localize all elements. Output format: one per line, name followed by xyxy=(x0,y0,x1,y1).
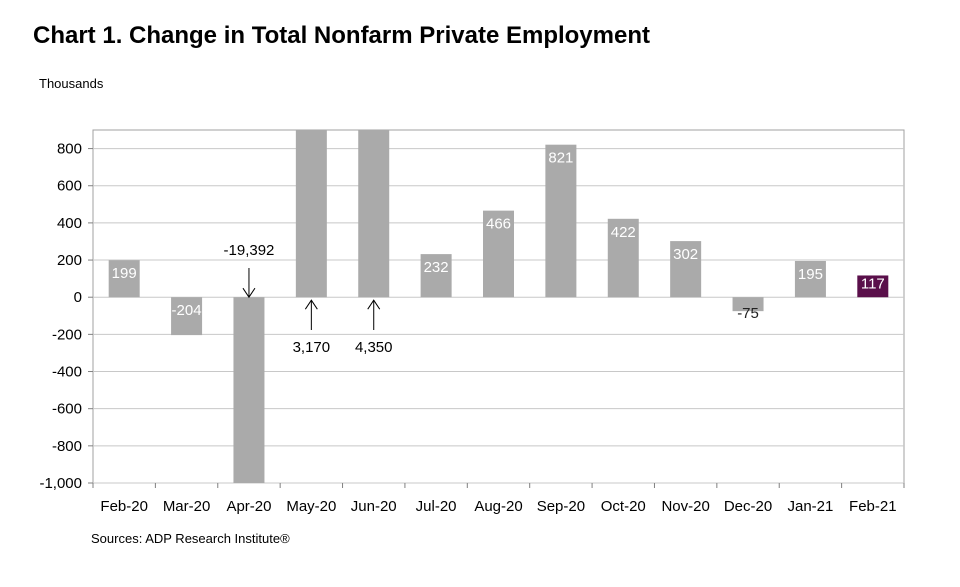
x-tick-label: Mar-20 xyxy=(163,498,211,515)
annotation-label: 4,350 xyxy=(355,339,393,356)
data-labels: 199 -204 232 466 821 422 302 -75 195 117 xyxy=(112,150,885,323)
gridlines xyxy=(93,148,904,484)
annotation-arrowhead xyxy=(367,299,381,310)
data-label: -75 xyxy=(737,305,759,322)
data-label: 466 xyxy=(486,216,511,233)
bar-dec-20 xyxy=(732,297,764,312)
x-tick-label: May-20 xyxy=(286,498,336,515)
x-tick-label: Dec-20 xyxy=(724,498,772,515)
y-tick-label: -200 xyxy=(52,326,82,343)
bar-jan-21 xyxy=(794,260,826,298)
chart-title: Chart 1. Change in Total Nonfarm Private… xyxy=(33,22,650,49)
x-tick-label: Oct-20 xyxy=(601,498,646,515)
bar-oct-20 xyxy=(607,218,639,298)
x-tick-label: Feb-21 xyxy=(849,498,897,515)
source-note: Sources: ADP Research Institute® xyxy=(91,531,290,546)
x-axis-ticks: Feb-20 Mar-20 Apr-20 May-20 Jun-20 Jul-20 Aug-… xyxy=(92,483,905,515)
data-label: 821 xyxy=(548,150,573,167)
bars xyxy=(108,130,889,483)
bar-feb-21 xyxy=(857,275,889,298)
plot-area xyxy=(92,129,905,484)
data-label: 195 xyxy=(798,266,823,283)
bar-nov-20 xyxy=(670,241,702,298)
x-tick-label: Jul-20 xyxy=(416,498,457,515)
bar-may-20 xyxy=(295,130,327,298)
annotation-label: -19,392 xyxy=(224,242,275,259)
y-tick-label: 600 xyxy=(57,178,82,195)
bar-sep-20 xyxy=(545,144,577,298)
annotation-label: 3,170 xyxy=(293,339,331,356)
y-axis-unit-label: Thousands xyxy=(39,76,104,91)
y-tick-label: 200 xyxy=(57,252,82,269)
x-tick-label: Aug-20 xyxy=(474,498,522,515)
y-tick-label: -600 xyxy=(52,401,82,418)
bar-feb-20 xyxy=(108,260,140,298)
x-tick-label: Sep-20 xyxy=(537,498,585,515)
annotation-arrowhead xyxy=(304,299,318,310)
annotations: -19,392 3,170 4,350 xyxy=(224,242,393,356)
y-axis-ticks: 800 600 400 200 0 -200 -400 -600 -800 -1,000 xyxy=(39,141,93,492)
data-label: -204 xyxy=(172,302,202,319)
y-tick-label: -800 xyxy=(52,438,82,455)
data-label: 199 xyxy=(112,265,137,282)
bar-jun-20 xyxy=(358,130,390,298)
data-label: 232 xyxy=(424,259,449,276)
x-tick-label: Jan-21 xyxy=(787,498,833,515)
y-tick-label: -1,000 xyxy=(39,475,82,492)
bar-mar-20 xyxy=(171,297,203,336)
bar-aug-20 xyxy=(483,210,514,298)
x-tick-label: Feb-20 xyxy=(100,498,148,515)
x-tick-label: Apr-20 xyxy=(226,498,271,515)
data-label: 422 xyxy=(611,224,636,241)
bar-jul-20 xyxy=(420,254,452,298)
annotation-arrowhead xyxy=(242,287,256,299)
x-tick-label: Jun-20 xyxy=(351,498,397,515)
x-tick-label: Nov-20 xyxy=(661,498,709,515)
data-label: 117 xyxy=(861,275,885,292)
y-tick-label: 400 xyxy=(57,215,82,232)
y-tick-label: -400 xyxy=(52,364,82,381)
bar-apr-20 xyxy=(233,297,265,483)
data-label: 302 xyxy=(673,246,698,263)
y-tick-label: 800 xyxy=(57,141,82,158)
y-tick-label: 0 xyxy=(74,289,82,306)
